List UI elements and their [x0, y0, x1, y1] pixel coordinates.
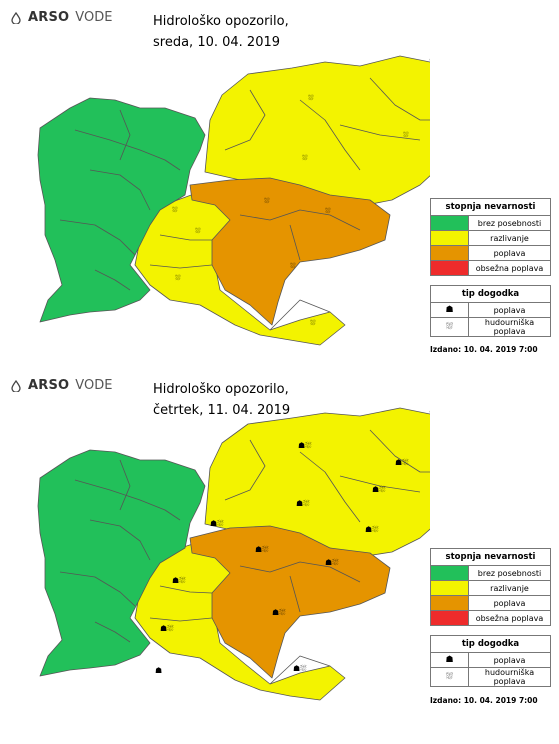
legend-level-label: poplava: [468, 245, 551, 261]
legend-level-label: brez posebnosti: [468, 565, 551, 581]
legend-level-title: stopnja nevarnosti: [430, 198, 551, 216]
legend-swatch-red: [430, 610, 469, 626]
flash-flood-icon: ⛆: [264, 197, 270, 205]
legend-swatch-green: [430, 215, 469, 231]
issued-timestamp: Izdano: 10. 04. 2019 7:00: [430, 345, 538, 354]
legend-type-label: poplava: [468, 302, 551, 318]
flood-icon: ☗⛆: [298, 441, 312, 450]
region-west-green: [37, 449, 206, 677]
legend-level-title: stopnja nevarnosti: [430, 548, 551, 566]
flash-flood-icon: ⛆: [430, 667, 469, 687]
flood-icon: ☗: [155, 666, 162, 675]
flood-icon: ☗: [430, 652, 469, 668]
event-type-legend: tip dogodka ☗ poplava ⛆ hudourniška poplav…: [430, 635, 551, 687]
arso-logo: ARSO VODE: [10, 10, 112, 25]
legend-type-title: tip dogodka: [430, 285, 551, 303]
flood-icon: ☗⛆: [210, 519, 224, 528]
water-drop-icon: [11, 11, 21, 24]
map-title-line1: Hidrološko opozorilo,: [153, 382, 289, 397]
flash-flood-icon: ⛆: [290, 262, 296, 270]
flash-flood-icon: ⛆: [302, 154, 308, 162]
legend-level-label: obsežna poplava: [468, 610, 551, 626]
slovenia-region-map: ☗⛆ ⛆ ☗⛆ ☗⛆ ☗⛆ ☗⛆ ☗⛆ ☗⛆ ☗⛆ ☗⛆ ☗⛆ ☗⛆ ☗ ☗⛆: [37, 407, 430, 701]
flood-icon: ☗: [430, 302, 469, 318]
map-title-date: sreda, 10. 04. 2019: [153, 35, 281, 50]
legend-level-label: razlivanje: [468, 580, 551, 596]
danger-level-legend: stopnja nevarnosti brez posebnosti razli…: [430, 548, 551, 687]
flood-icon: ☗⛆: [293, 664, 307, 673]
flash-flood-icon: ⛆: [430, 317, 469, 337]
flash-flood-icon: ⛆: [310, 319, 316, 327]
legend-swatch-yellow: [430, 230, 469, 246]
legend-level-label: obsežna poplava: [468, 260, 551, 276]
flood-icon: ☗⛆: [160, 624, 174, 633]
flash-flood-icon: ⛆: [175, 274, 181, 282]
event-type-legend: tip dogodka ☗ poplava ⛆ hudourniška poplav…: [430, 285, 551, 337]
brand-name: ARSO: [28, 378, 70, 393]
brand-name: ARSO: [28, 10, 70, 25]
legend-level-label: razlivanje: [468, 230, 551, 246]
map-title: Hidrološko opozorilo, četrtek, 11. 04. 2…: [153, 379, 290, 421]
region-central-orange: [189, 525, 391, 679]
flash-flood-icon: ⛆: [195, 227, 201, 235]
flood-icon: ☗⛆: [365, 525, 379, 534]
flood-icon: ☗⛆: [172, 576, 186, 585]
legend-swatch-orange: [430, 595, 469, 611]
map-title: Hidrološko opozorilo, sreda, 10. 04. 201…: [153, 11, 289, 53]
map-title-date: četrtek, 11. 04. 2019: [153, 403, 291, 418]
arso-logo: ARSO VODE: [10, 378, 112, 393]
brand-sub: VODE: [75, 378, 113, 393]
legend-swatch-orange: [430, 245, 469, 261]
map-title-line1: Hidrološko opozorilo,: [153, 14, 289, 29]
water-drop-icon: [11, 379, 21, 392]
region-west-green: [37, 97, 206, 323]
warning-map-panel-wednesday: ARSO VODE Hidrološko opozorilo, sreda, 10…: [0, 0, 559, 368]
legend-type-label: hudourniška poplava: [468, 317, 551, 337]
legend-level-label: brez posebnosti: [468, 215, 551, 231]
flash-flood-icon: ⛆: [172, 206, 178, 214]
brand-sub: VODE: [75, 10, 113, 25]
flash-flood-icon: ⛆: [308, 94, 314, 102]
flood-icon: ☗⛆: [296, 499, 310, 508]
warning-map-panel-thursday: ARSO VODE Hidrološko opozorilo, četrtek, …: [0, 368, 559, 736]
legend-swatch-green: [430, 565, 469, 581]
flash-flood-icon: ⛆: [325, 207, 331, 215]
flash-flood-icon: ⛆: [403, 131, 409, 139]
danger-level-legend: stopnja nevarnosti brez posebnosti razli…: [430, 198, 551, 337]
legend-type-title: tip dogodka: [430, 635, 551, 653]
flood-icon: ☗⛆: [395, 458, 409, 467]
flood-icon: ☗⛆: [325, 558, 339, 567]
slovenia-region-map: ⛆ ⛆ ⛆ ⛆ ⛆ ⛆ ⛆ ⛆ ⛆ ⛆ ⛆: [37, 55, 430, 346]
legend-type-label: poplava: [468, 652, 551, 668]
flood-icon: ☗⛆: [372, 485, 386, 494]
legend-level-label: poplava: [468, 595, 551, 611]
flood-icon: ☗⛆: [255, 545, 269, 554]
issued-timestamp: Izdano: 10. 04. 2019 7:00: [430, 696, 538, 705]
legend-swatch-red: [430, 260, 469, 276]
region-central-orange: [189, 177, 391, 326]
legend-type-label: hudourniška poplava: [468, 667, 551, 687]
legend-swatch-yellow: [430, 580, 469, 596]
flood-icon: ☗⛆: [272, 608, 286, 617]
